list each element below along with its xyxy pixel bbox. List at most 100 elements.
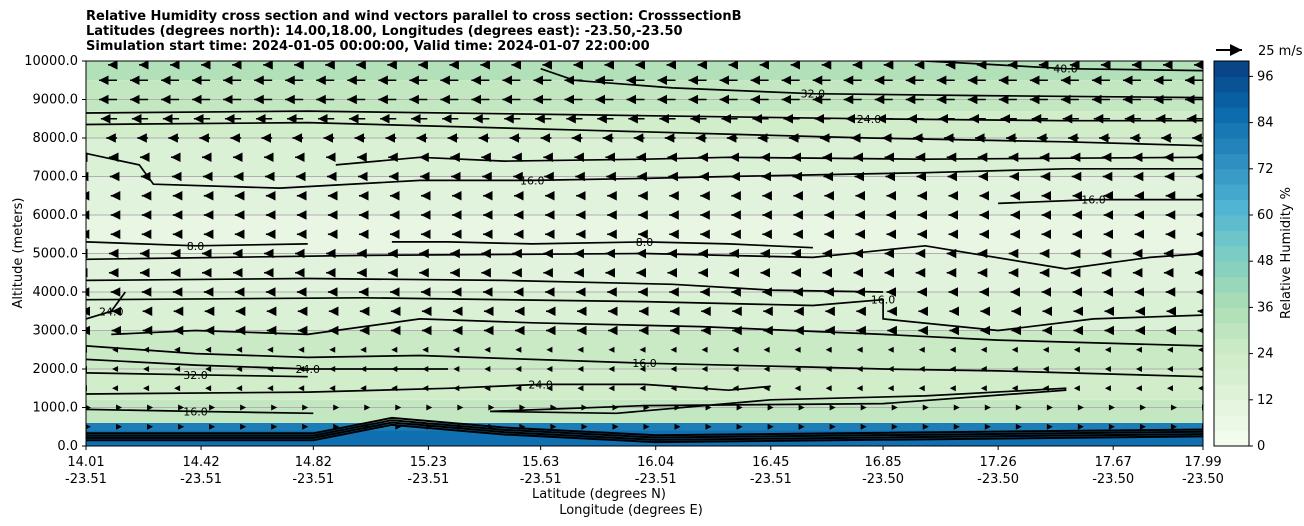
x-tick-label-latitude: 16.85 xyxy=(864,455,901,470)
wind-arrow xyxy=(949,385,956,392)
colorbar-step xyxy=(1214,307,1249,324)
wind-arrow xyxy=(333,404,340,411)
contour-line xyxy=(86,383,771,395)
x-tick-label-latitude: 16.04 xyxy=(637,455,674,470)
wind-arrow xyxy=(639,346,646,353)
wind-arrow xyxy=(515,366,522,372)
wind-arrow xyxy=(856,366,863,372)
surface-contour xyxy=(86,416,1203,437)
wind-arrow xyxy=(639,385,646,392)
colorbar-step xyxy=(1214,245,1249,262)
wind-arrow xyxy=(267,366,274,372)
wind-arrow xyxy=(395,404,402,411)
wind-arrow xyxy=(949,346,956,353)
wind-arrow xyxy=(608,346,615,353)
wind-arrow xyxy=(829,404,836,411)
wind-arrow xyxy=(856,385,863,392)
wind-arrow xyxy=(794,366,801,372)
wind-arrow xyxy=(980,366,987,372)
wind-arrow xyxy=(209,404,216,411)
wind-arrow xyxy=(1046,404,1053,411)
contour-line xyxy=(86,358,448,370)
wind-arrow xyxy=(209,423,216,430)
contour-line xyxy=(86,241,308,247)
contour-label: 24.0 xyxy=(857,113,882,126)
contour-label: 16.0 xyxy=(520,174,545,187)
wind-arrow xyxy=(298,346,305,353)
wind-arrow xyxy=(364,404,371,411)
wind-arrow xyxy=(360,346,367,353)
wind-arrow xyxy=(453,346,460,353)
wind-arrow xyxy=(515,385,522,392)
x-tick-label-latitude: 17.26 xyxy=(980,455,1017,470)
wind-arrow xyxy=(608,366,615,372)
wind-arrow xyxy=(519,404,526,411)
wind-arrow xyxy=(112,346,119,353)
contour-line xyxy=(86,277,884,293)
colorbar-tick-label: 96 xyxy=(1257,69,1274,84)
wind-arrow xyxy=(364,423,371,430)
wind-arrow xyxy=(453,385,460,392)
colorbar-step xyxy=(1214,61,1249,77)
quiver-key: 25 m/s xyxy=(1216,44,1303,59)
wind-arrow xyxy=(550,423,557,430)
colorbar-step xyxy=(1214,199,1249,216)
wind-arrow xyxy=(236,346,243,353)
colorbar-step xyxy=(1214,399,1249,416)
wind-arrow xyxy=(86,405,91,410)
wind-arrow xyxy=(1108,404,1115,411)
wind-arrow xyxy=(736,423,743,430)
surface-contour xyxy=(86,419,1203,439)
wind-arrow xyxy=(205,366,212,372)
wind-arrow xyxy=(178,404,185,411)
wind-arrow xyxy=(86,424,91,430)
wind-arrow xyxy=(918,385,925,392)
colorbar-step xyxy=(1214,338,1249,355)
wind-arrow xyxy=(1104,366,1111,372)
x-tick-label-latitude: 16.45 xyxy=(752,455,789,470)
y-tick-label: 1000.0 xyxy=(33,401,79,416)
wind-arrow xyxy=(1015,423,1022,430)
wind-arrow xyxy=(360,366,367,372)
colorbar-step xyxy=(1214,122,1249,139)
wind-arrow xyxy=(484,346,491,353)
wind-arrow xyxy=(395,423,402,430)
wind-arrow xyxy=(178,423,185,430)
wind-arrow xyxy=(763,366,770,372)
wind-arrow xyxy=(174,385,181,392)
wind-arrow xyxy=(174,346,181,353)
wind-arrow xyxy=(1139,404,1146,411)
contour-line xyxy=(86,244,1203,270)
wind-arrow xyxy=(732,385,739,392)
wind-arrow xyxy=(1170,404,1177,411)
wind-arrow xyxy=(546,346,553,353)
contour-line xyxy=(86,296,1203,332)
wind-arrow xyxy=(205,385,212,392)
wind-arrow xyxy=(1011,366,1018,372)
colorbar-step xyxy=(1214,76,1249,93)
colorbar-step xyxy=(1214,292,1249,308)
wind-arrow xyxy=(1139,423,1146,430)
colorbar-tick-label: 60 xyxy=(1257,208,1274,223)
wind-arrow xyxy=(453,366,460,372)
wind-arrow xyxy=(732,346,739,353)
colorbar: 0 12 24 36 48 60 72 84 96 xyxy=(1213,60,1274,454)
wind-arrow xyxy=(143,366,150,372)
colorbar-step xyxy=(1214,215,1249,231)
wind-arrow xyxy=(422,366,429,372)
wind-arrow xyxy=(329,385,336,392)
wind-arrow xyxy=(825,366,832,372)
wind-arrow xyxy=(1011,385,1018,392)
colorbar-step xyxy=(1214,384,1249,401)
wind-arrow xyxy=(484,385,491,392)
wind-arrow xyxy=(639,366,646,372)
wind-arrow xyxy=(1170,423,1177,430)
wind-arrow xyxy=(1015,404,1022,411)
wind-arrow xyxy=(891,423,898,430)
x-tick-label-longitude: -23.51 xyxy=(292,472,334,487)
x-tick-label-longitude: -23.51 xyxy=(635,472,677,487)
x-tick-label-longitude: -23.51 xyxy=(407,472,449,487)
wind-arrow xyxy=(980,346,987,353)
colorbar-step xyxy=(1214,91,1249,108)
y-tick-label: 2000.0 xyxy=(33,362,79,377)
